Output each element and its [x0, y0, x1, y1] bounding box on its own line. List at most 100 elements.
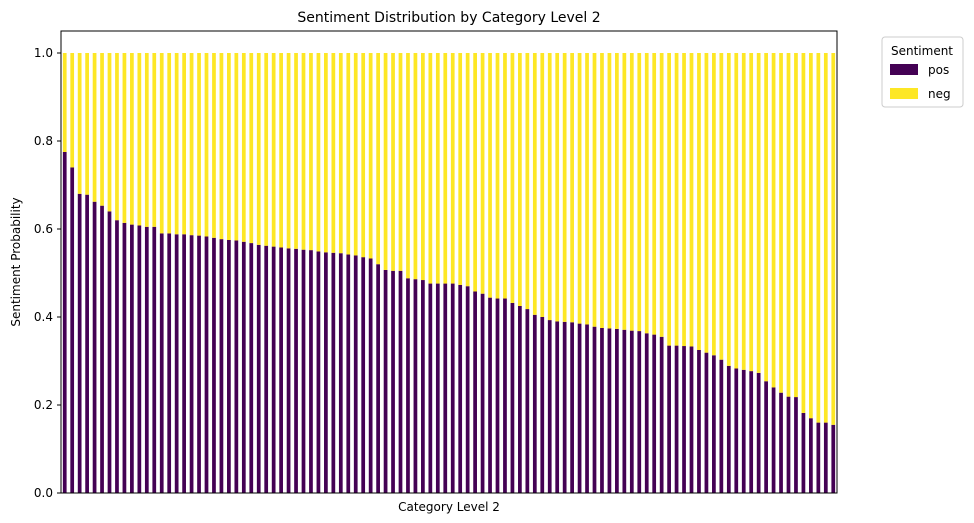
bar-neg	[301, 53, 306, 250]
bar-neg	[234, 53, 239, 241]
bar-pos	[167, 233, 172, 493]
bar-pos	[450, 283, 455, 493]
bar-neg	[227, 53, 231, 240]
bar-pos	[652, 334, 657, 493]
bar-pos	[555, 321, 560, 493]
bar-pos	[592, 326, 597, 493]
bar-neg	[570, 53, 574, 323]
bar-neg	[540, 53, 545, 317]
bar-pos	[488, 297, 492, 493]
bar-neg	[473, 53, 477, 292]
bar-pos	[144, 226, 149, 494]
bar-neg	[383, 53, 388, 270]
bar-neg	[652, 53, 657, 335]
y-axis: 0.0 0.2 0.4 0.6 0.8 1.0	[34, 46, 61, 500]
bar-pos	[316, 251, 321, 493]
bar-neg	[435, 53, 440, 284]
bar-pos	[376, 264, 380, 493]
bar-neg	[704, 53, 709, 353]
bar-pos	[212, 237, 216, 493]
bar-pos	[794, 397, 798, 493]
bar-pos	[361, 257, 366, 493]
bar-neg	[152, 53, 157, 227]
bar-neg	[831, 53, 836, 425]
bar-pos	[256, 244, 261, 493]
y-tick-label: 0.6	[34, 222, 53, 236]
bar-neg	[458, 53, 463, 285]
bar-pos	[741, 369, 746, 493]
bar-pos	[137, 225, 142, 494]
bar-pos	[249, 243, 254, 493]
bar-neg	[376, 53, 380, 265]
bar-neg	[421, 53, 425, 281]
bar-pos	[749, 371, 754, 493]
bar-neg	[249, 53, 254, 244]
bar-neg	[465, 53, 470, 287]
bar-neg	[801, 53, 806, 413]
bar-pos	[801, 412, 806, 493]
bar-neg	[256, 53, 261, 245]
y-tick-label: 0.2	[34, 398, 53, 412]
bar-neg	[823, 53, 828, 423]
bar-neg	[85, 53, 89, 195]
bar-pos	[115, 220, 119, 493]
bar-pos	[756, 372, 761, 493]
bar-pos	[383, 269, 388, 493]
bar-pos	[831, 424, 836, 493]
bar-neg	[734, 53, 739, 369]
bar-pos	[428, 283, 433, 493]
bar-neg	[622, 53, 627, 330]
bar-neg	[697, 53, 701, 350]
bar-pos	[674, 345, 679, 493]
bar-neg	[189, 53, 194, 236]
bar-pos	[779, 392, 783, 493]
bars-group	[62, 53, 836, 494]
bar-pos	[659, 336, 664, 493]
bar-pos	[495, 298, 500, 493]
bar-neg	[122, 53, 127, 223]
bar-pos	[107, 211, 112, 493]
y-tick-label: 0.8	[34, 134, 53, 148]
bar-neg	[316, 53, 321, 252]
bar-pos	[406, 278, 410, 493]
bar-neg	[592, 53, 597, 327]
plot-frame	[60, 30, 838, 494]
bar-neg	[674, 53, 679, 346]
bar-neg	[450, 53, 455, 284]
bar-neg	[585, 53, 589, 325]
y-tick-label: 0.0	[34, 486, 53, 500]
bar-pos	[547, 320, 552, 493]
bar-pos	[197, 235, 201, 493]
bar-pos	[816, 422, 821, 493]
bar-pos	[540, 317, 545, 493]
bar-neg	[115, 53, 119, 221]
bar-pos	[368, 258, 373, 493]
bar-pos	[510, 302, 515, 493]
bar-pos	[689, 346, 694, 493]
bar-pos	[719, 359, 724, 493]
bar-pos	[622, 329, 627, 493]
bar-pos	[77, 193, 82, 494]
y-tick-label: 0.4	[34, 310, 53, 324]
bar-neg	[182, 53, 186, 235]
bar-pos	[286, 248, 291, 493]
bar-neg	[294, 53, 298, 249]
bar-pos	[667, 345, 671, 493]
legend: Sentiment pos neg	[881, 36, 964, 108]
bar-pos	[465, 286, 470, 493]
bar-neg	[712, 53, 716, 356]
bar-neg	[547, 53, 552, 321]
x-axis-label: Category Level 2	[398, 500, 500, 514]
bar-neg	[682, 53, 686, 347]
bar-neg	[615, 53, 619, 329]
bar-pos	[644, 333, 649, 493]
bar-pos	[712, 355, 716, 493]
bar-pos	[786, 396, 791, 493]
bar-pos	[204, 236, 209, 494]
bar-neg	[324, 53, 328, 253]
bar-neg	[816, 53, 821, 423]
bar-neg	[204, 53, 209, 237]
bar-neg	[629, 53, 634, 331]
bar-pos	[525, 309, 530, 493]
bar-neg	[406, 53, 410, 279]
